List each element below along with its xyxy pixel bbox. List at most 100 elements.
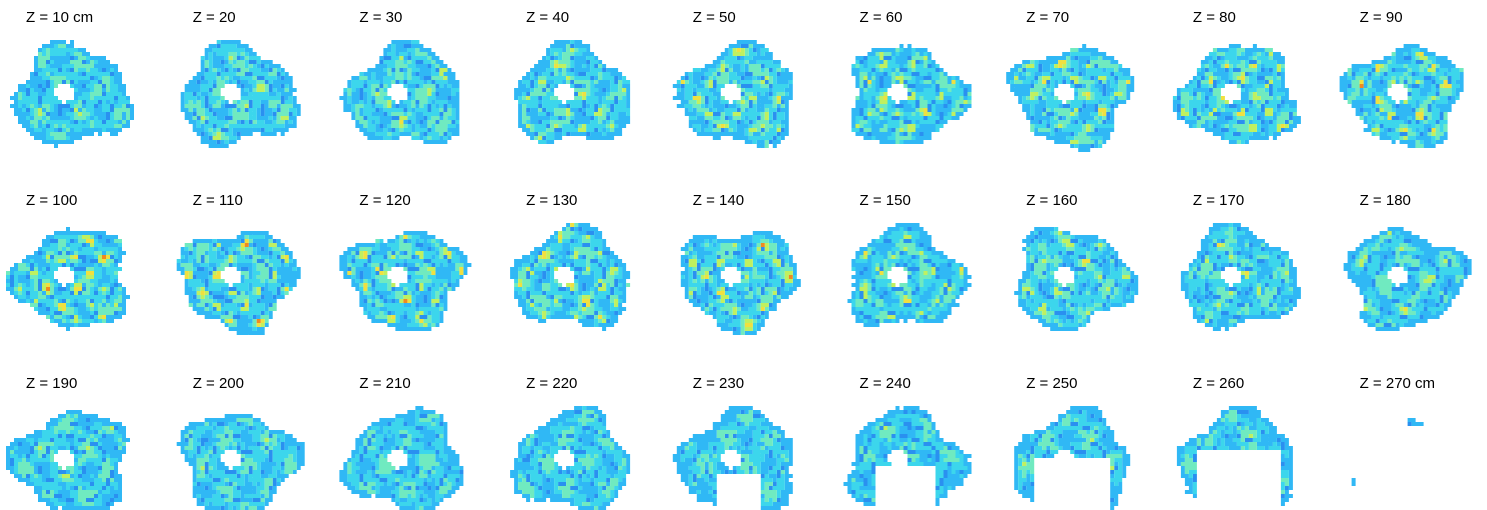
heatmap-layer: [399, 120, 404, 124]
heatmap-layer: [554, 64, 587, 96]
panel-label: Z = 140: [693, 192, 744, 209]
heatmap-layer: [510, 406, 631, 510]
heatmap-layer: [518, 40, 631, 144]
heatmap-layer: [184, 422, 301, 510]
heatmap-layer: [10, 235, 118, 319]
heatmap-layer: [684, 44, 785, 148]
panel-label: Z = 100: [26, 192, 77, 209]
panel-label: Z = 60: [860, 9, 903, 26]
panel-label: Z = 70: [1026, 9, 1069, 26]
heatmap-layer: [510, 223, 631, 331]
heatmap-layer: [1184, 223, 1293, 327]
heatmap-layer: [6, 235, 122, 323]
heatmap-layer: [847, 223, 972, 327]
heatmap-layer: [1172, 48, 1297, 144]
heatmap-layer: [672, 406, 793, 510]
heatmap-layer: [680, 418, 789, 506]
panel-label: Z = 130: [526, 192, 577, 209]
heatmap-layer: [1359, 84, 1364, 88]
heatmap-layer: [343, 40, 460, 140]
heatmap-layer: [855, 48, 972, 144]
panel-label: Z = 210: [359, 375, 410, 392]
heatmap-layer: [403, 299, 408, 303]
panel-label: Z = 190: [26, 375, 77, 392]
heatmap-layer: [851, 414, 968, 498]
heatmap-layer: [680, 44, 785, 144]
heatmap-layer: [684, 410, 789, 502]
panel-label: Z = 150: [860, 192, 911, 209]
heatmap-layer: [1351, 418, 1424, 486]
heatmap-layer: [1248, 434, 1253, 438]
panel-label: Z = 260: [1193, 375, 1244, 392]
heatmap-layer: [855, 231, 964, 323]
heatmap-layer: [680, 231, 801, 335]
heatmap-layer: [6, 227, 130, 331]
panel-label: Z = 270 cm: [1360, 375, 1435, 392]
panel-label: Z = 200: [193, 375, 244, 392]
heatmap-layer: [1359, 231, 1448, 315]
heatmap-layer: [518, 410, 627, 510]
heatmap-layer: [696, 48, 781, 132]
heatmap-layer: [10, 40, 134, 148]
panel-label: Z = 240: [860, 375, 911, 392]
panel-label: Z = 20: [193, 9, 236, 26]
heatmap-layer: [184, 40, 297, 144]
heatmap-layer: [1216, 243, 1249, 275]
panel-label: Z = 170: [1193, 192, 1244, 209]
heatmap-layer: [1351, 239, 1468, 327]
heatmap-layer: [1208, 64, 1285, 128]
heatmap-layer: [1018, 410, 1123, 490]
heatmap-layer: [883, 426, 888, 430]
heatmap-layer: [347, 235, 464, 327]
panel-label: Z = 80: [1193, 9, 1236, 26]
heatmap-layer: [1371, 52, 1444, 140]
panel-label: Z = 230: [693, 375, 744, 392]
heatmap-layer: [347, 414, 452, 510]
heatmap-layer: [1180, 52, 1289, 132]
heatmap-layer: [10, 418, 118, 506]
panel-label: Z = 10 cm: [26, 9, 93, 26]
heatmap-layer: [514, 223, 631, 323]
heatmap-layer: [1180, 223, 1301, 331]
heatmap-layer: [180, 235, 289, 327]
heatmap-layer: [684, 239, 793, 335]
heatmap-layer: [188, 243, 289, 327]
heatmap-layer: [347, 235, 460, 327]
heatmap-layer: [1022, 231, 1131, 327]
heatmap-layer: [855, 52, 968, 132]
heatmap-layer: [1018, 227, 1135, 327]
heatmap-layer: [1018, 414, 1123, 478]
heatmap-layer: [1355, 235, 1464, 327]
panel-label: Z = 160: [1026, 192, 1077, 209]
heatmap-layer: [1188, 227, 1293, 323]
heatmap-layer: [1026, 231, 1135, 319]
heatmap-layer: [38, 108, 82, 116]
heatmap-layer: [514, 40, 631, 144]
heatmap-layer: [339, 406, 464, 510]
heatmap-layer: [6, 410, 130, 510]
panel-label: Z = 110: [193, 192, 243, 209]
heatmap-layer: [18, 44, 130, 140]
heatmap-layer: [10, 414, 126, 506]
panel-label: Z = 120: [359, 192, 410, 209]
heatmap-layer: [1407, 422, 1412, 426]
panel-label: Z = 50: [693, 9, 736, 26]
heatmap-layer: [1403, 307, 1408, 311]
heatmap-layer: [760, 243, 793, 279]
panel-label: Z = 220: [526, 375, 577, 392]
heatmap-layer: [1082, 259, 1091, 263]
heatmap-layer: [1014, 406, 1131, 510]
heatmap-layer: [1180, 48, 1297, 144]
heatmap-layer: [851, 418, 960, 502]
panel-label: Z = 180: [1360, 192, 1411, 209]
heatmap-layer: [851, 44, 972, 144]
heatmap-layer: [518, 406, 627, 506]
panel-label: Z = 40: [526, 9, 569, 26]
heatmap-layer: [359, 247, 452, 327]
heatmap-layer: [1347, 52, 1464, 148]
heatmap-layer: [843, 406, 972, 506]
heatmap-layer: [1172, 44, 1301, 144]
panel-label: Z = 30: [359, 9, 402, 26]
heatmap-layer: [1351, 231, 1464, 327]
